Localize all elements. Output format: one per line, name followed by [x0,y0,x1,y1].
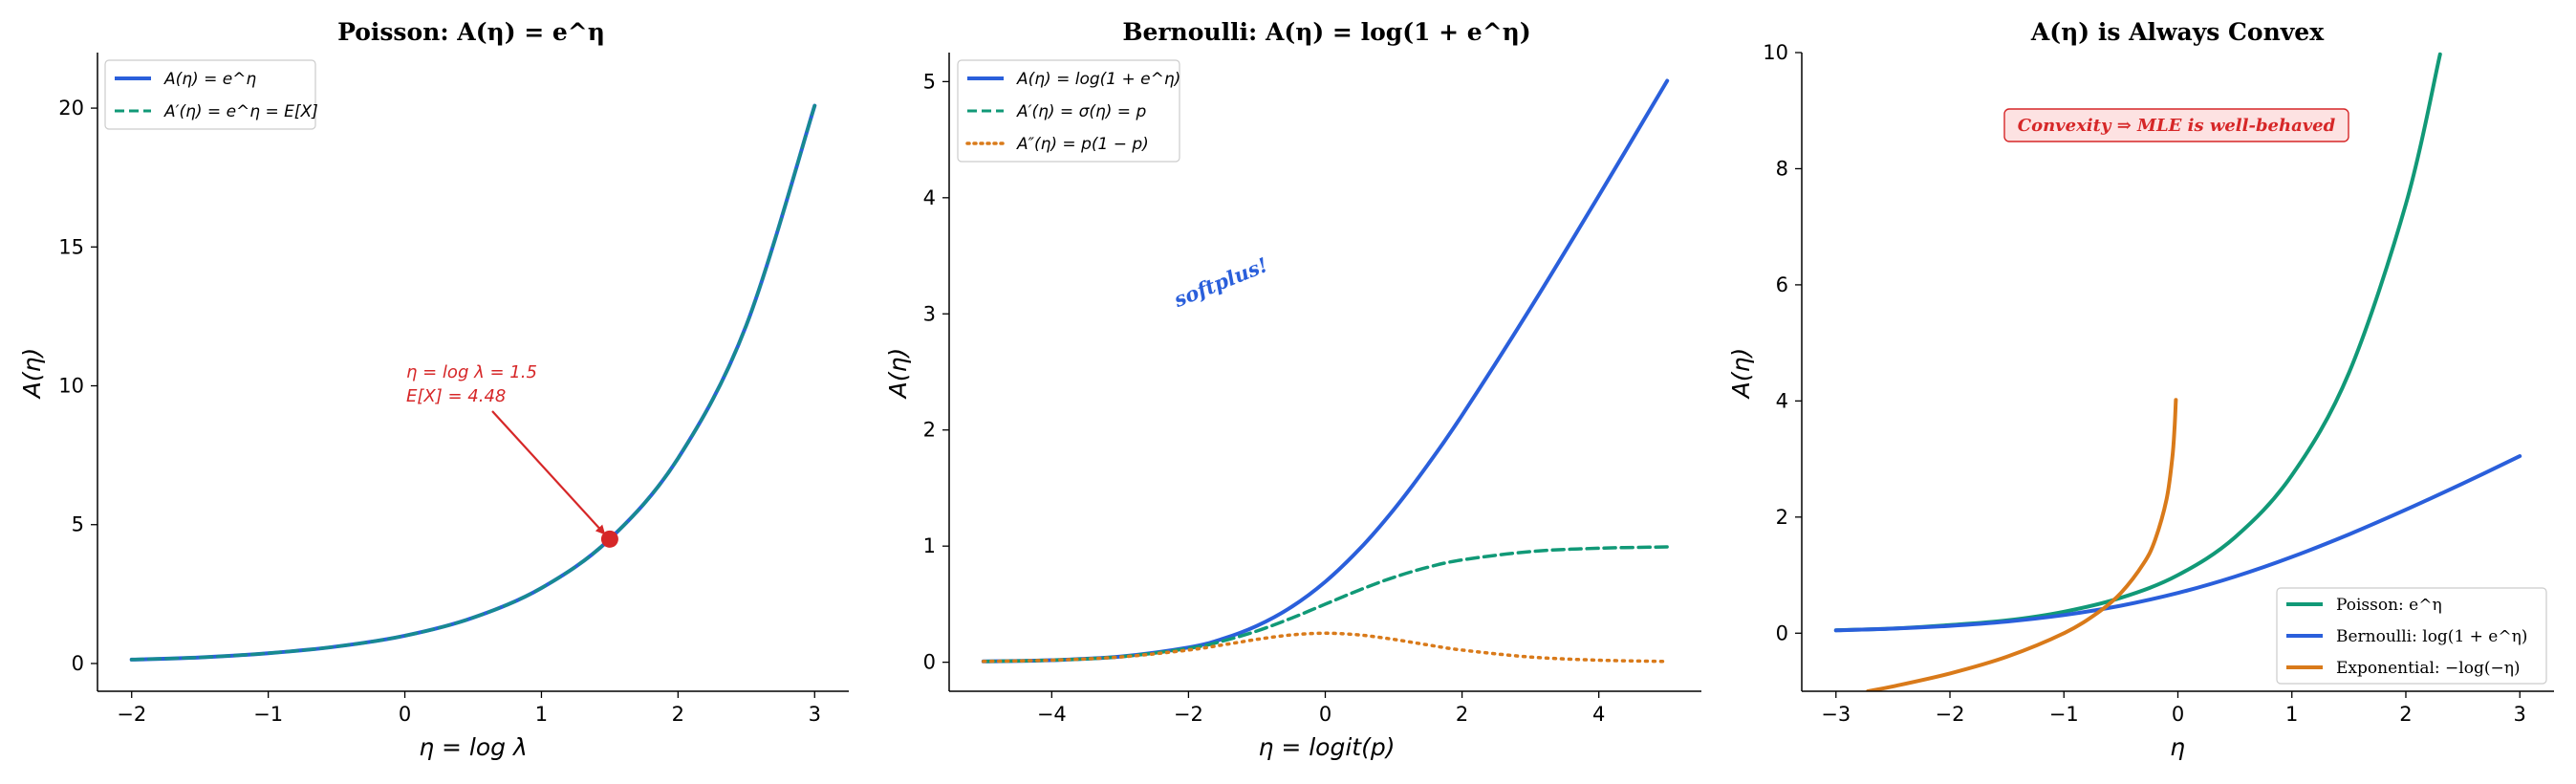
p3-legend-label-0: Poisson: e^η [2336,596,2442,615]
p1-series-line-1 [129,103,817,662]
p1-xtick-label: 1 [535,703,548,726]
p2-legend-label-2: A″(η) = p(1 − p) [1016,135,1149,154]
p1-ytick-label: 0 [72,652,84,675]
p2-tick-group: −4 −2 0 2 4 0 1 2 3 4 5 [923,70,1606,726]
p1-legend: A(η) = e^η A′(η) = e^η = E[X] [104,59,318,130]
chart-title-poisson: Poisson: A(η) = e^η [337,18,605,46]
p2-legend-frame [957,59,1180,163]
p3-series-line-2 [1866,398,2178,691]
p2-series-line-2 [982,631,1669,664]
p3-ytick-label: 4 [1776,389,1788,412]
p1-ytick-label: 20 [58,97,84,120]
p3-xtick-label: 3 [2514,703,2526,726]
p1-annotation-line2: E[X] = 4.48 [406,386,506,406]
p3-ytick-label: 0 [1776,621,1788,644]
p1-tick-group: −2 −1 0 1 2 3 0 5 10 15 20 [58,97,821,726]
p1-xlabel: η = log λ [419,733,528,761]
p3-legend: Poisson: e^η Bernoulli: log(1 + e^η) Exp… [2276,587,2547,685]
p3-xtick-label: 2 [2399,703,2412,726]
p2-ytick-label: 3 [923,302,936,325]
p3-series-group [1833,52,2522,691]
p3-xtick-label: 0 [2172,703,2184,726]
p1-xtick-label: −1 [253,703,283,726]
chart-title-bernoulli: Bernoulli: A(η) = log(1 + e^η) [1122,18,1530,46]
p1-legend-frame [104,59,316,130]
p1-annotation-point [600,530,618,548]
p1-ytick-label: 15 [58,235,84,258]
p2-xtick-label: 4 [1592,703,1605,726]
p1-ytick-label: 5 [72,513,84,536]
p2-series-line-0 [981,78,1670,664]
p2-xtick-label: −4 [1037,703,1067,726]
p2-ytick-label: 0 [923,651,936,674]
p2-legend-label-1: A′(η) = σ(η) = p [1016,102,1146,121]
p1-ytick-label: 10 [58,375,84,398]
p3-ytick-label: 10 [1763,41,1788,64]
p1-legend-label-1: A′(η) = e^η = E[X] [163,102,318,121]
p2-ytick-label: 2 [923,419,936,442]
p2-xtick-label: 0 [1319,703,1331,726]
p2-ytick-label: 5 [923,70,936,93]
panel-poisson: Poisson: A(η) = e^η −2 −1 0 1 2 3 0 5 10 15 20 η =… [18,18,849,761]
p2-legend-label-0: A(η) = log(1 + e^η) [1016,70,1180,89]
panel-bernoulli: Bernoulli: A(η) = log(1 + e^η) −4 −2 0 2 4 0 1… [884,18,1701,761]
p3-ytick-label: 2 [1776,506,1788,529]
p3-tick-group: −3 −2 −1 0 1 2 3 0 2 4 6 8 10 [1763,41,2526,726]
p1-xtick-label: −2 [117,703,146,726]
p2-ytick-label: 1 [923,534,936,557]
p2-ytick-label: 4 [923,186,936,209]
p3-legend-frame [2276,587,2547,685]
panel-convex: A(η) is Always Convex −3 −2 −1 0 1 2 30246810 … [1727,18,2554,761]
p2-xtick-label: 2 [1456,703,1468,726]
p3-xtick-label: −3 [1821,703,1851,726]
p3-ylabel: A(η) [1727,348,1755,400]
p2-annotation-softplus: softplus! [1170,252,1271,312]
p3-series-line-1 [1833,454,2522,633]
p1-annotation-arrow [491,410,606,535]
p3-callout-text: Convexity ⇒ MLE is well-behaved [2018,116,2336,136]
p3-callout: Convexity ⇒ MLE is well-behaved [2003,108,2349,142]
p1-series-line-0 [129,103,817,662]
p3-xtick-label: −1 [2049,703,2079,726]
p2-xtick-label: −2 [1174,703,1203,726]
chart-title-convex: A(η) is Always Convex [2030,18,2325,46]
p1-xtick-label: 3 [809,703,821,726]
p2-series-line-1 [982,545,1669,664]
p1-ylabel: A(η) [18,348,46,400]
p1-legend-label-0: A(η) = e^η [163,70,256,89]
p3-ytick-label: 8 [1776,157,1788,180]
p3-xtick-label: 1 [2285,703,2298,726]
p3-xtick-label: −2 [1936,703,1965,726]
p3-legend-label-2: Exponential: −log(−η) [2336,659,2521,678]
p1-series-group [129,103,817,662]
p3-ytick-label: 6 [1776,273,1788,296]
p1-xtick-label: 0 [399,703,411,726]
p1-annotation-line1: η = log λ = 1.5 [406,362,537,382]
p2-xlabel: η = logit(p) [1259,733,1396,761]
p2-ylabel: A(η) [884,348,912,400]
p1-xtick-label: 2 [672,703,684,726]
p3-legend-label-1: Bernoulli: log(1 + e^η) [2336,627,2527,646]
p1-annotation-group [491,410,618,548]
p2-legend: A(η) = log(1 + e^η) A′(η) = σ(η) = p A″(… [957,59,1180,163]
p3-xlabel: η [2170,733,2185,761]
p2-series-group [981,78,1670,664]
p3-callout-box [2003,108,2349,142]
